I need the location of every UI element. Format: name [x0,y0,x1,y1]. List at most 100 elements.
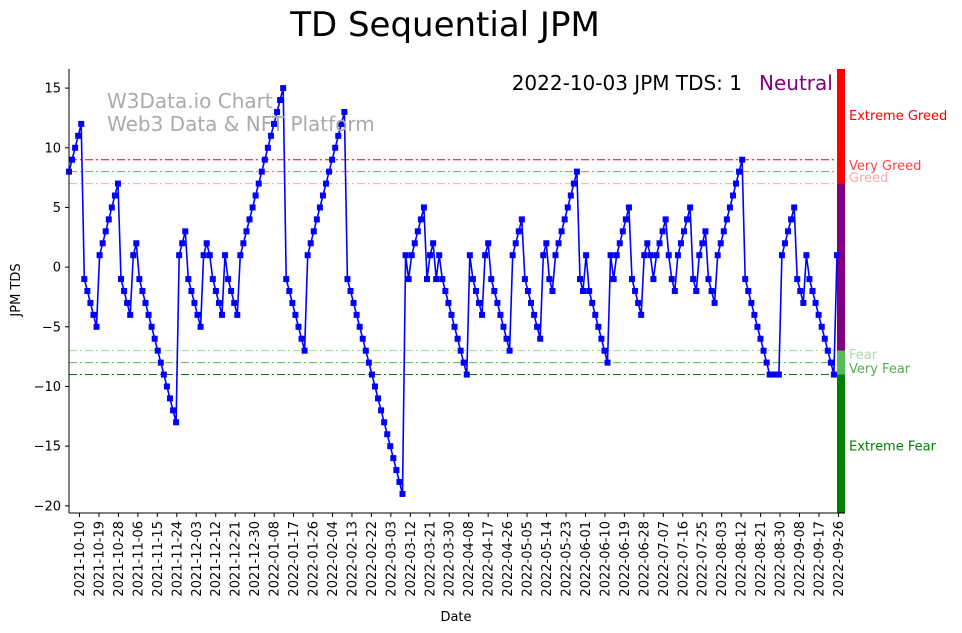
data-point [564,204,571,211]
data-point [399,490,406,497]
data-point [72,144,79,151]
data-point [531,311,538,318]
data-point [736,168,743,175]
status-label: Neutral [759,71,833,95]
data-point [772,371,779,378]
x-tick-label: 2022-08-21 [754,521,769,597]
color-bar-segment [837,374,845,513]
data-point [515,228,522,235]
data-point [280,85,287,92]
data-point [521,276,528,283]
data-point [570,180,577,187]
data-point [635,299,642,306]
x-tick-label: 2022-02-13 [345,521,360,597]
data-point [378,407,385,414]
data-point [414,228,421,235]
zone-label: Greed [849,171,888,186]
data-point [148,323,155,330]
data-point [592,311,599,318]
data-point [699,240,706,247]
data-point [197,323,204,330]
x-tick-label: 2022-07-16 [676,521,691,597]
data-point [173,419,180,426]
data-point [384,431,391,438]
x-tick-label: 2022-06-19 [618,521,633,597]
data-point [809,288,816,294]
data-point [537,335,544,342]
data-point [497,311,504,318]
sentiment-color-bar [837,69,845,513]
data-point [757,335,764,342]
watermark-line-1: W3Data.io Chart [107,89,273,113]
data-point [482,252,489,259]
data-point [549,288,556,294]
data-point [304,252,311,259]
data-point [797,288,804,294]
data-point [157,359,164,366]
data-point [451,323,458,330]
data-point [491,288,498,294]
data-point [638,311,645,318]
data-point [316,204,323,211]
y-tick-label: 15 [44,82,61,97]
data-point [102,228,109,235]
zone-label: Very Fear [849,362,911,377]
data-point [114,180,121,187]
data-point [494,299,501,306]
data-point [463,371,470,378]
data-point [326,168,333,175]
y-tick-label: −10 [34,380,61,395]
data-point [598,335,605,342]
x-tick-label: 2022-05-14 [540,521,555,597]
data-point [338,120,345,127]
data-point [121,288,128,294]
data-point [720,228,727,235]
data-point [130,252,137,259]
data-point [252,192,259,199]
data-point [485,240,492,247]
data-point [604,359,611,366]
data-point [258,168,265,175]
data-point [794,276,801,283]
data-point [512,240,519,247]
data-point [662,216,669,223]
data-point [546,276,553,283]
x-tick-label: 2021-12-30 [248,521,263,597]
x-tick-label: 2022-09-26 [832,521,847,597]
x-tick-label: 2021-12-03 [190,521,205,597]
data-point [298,335,305,342]
data-point [368,371,375,378]
data-point [417,216,424,223]
x-tick-label: 2021-11-15 [151,521,166,597]
data-point [87,299,94,306]
data-point [218,311,225,318]
x-tick-label: 2022-06-01 [579,521,594,597]
data-point [827,359,834,366]
x-tick-label: 2022-03-03 [384,521,399,597]
data-point [445,299,452,306]
data-point [726,204,733,211]
data-point [292,311,299,318]
data-point [93,323,100,330]
data-point [127,311,134,318]
data-point [739,156,746,163]
data-point [834,252,840,259]
data-point [396,478,403,485]
data-point [362,347,369,354]
data-point [341,108,348,115]
data-point [163,383,170,390]
data-point [500,323,507,330]
data-point [188,288,195,294]
x-axis-title: Date [440,610,471,625]
x-tick-label: 2022-04-26 [501,521,516,597]
data-point [625,204,632,211]
color-bar-segment [837,183,845,351]
color-bar-segment [837,69,845,184]
data-point [830,371,837,378]
data-point [139,288,146,294]
data-point [365,359,372,366]
data-point [215,299,222,306]
data-point [359,335,366,342]
data-point [693,288,700,294]
